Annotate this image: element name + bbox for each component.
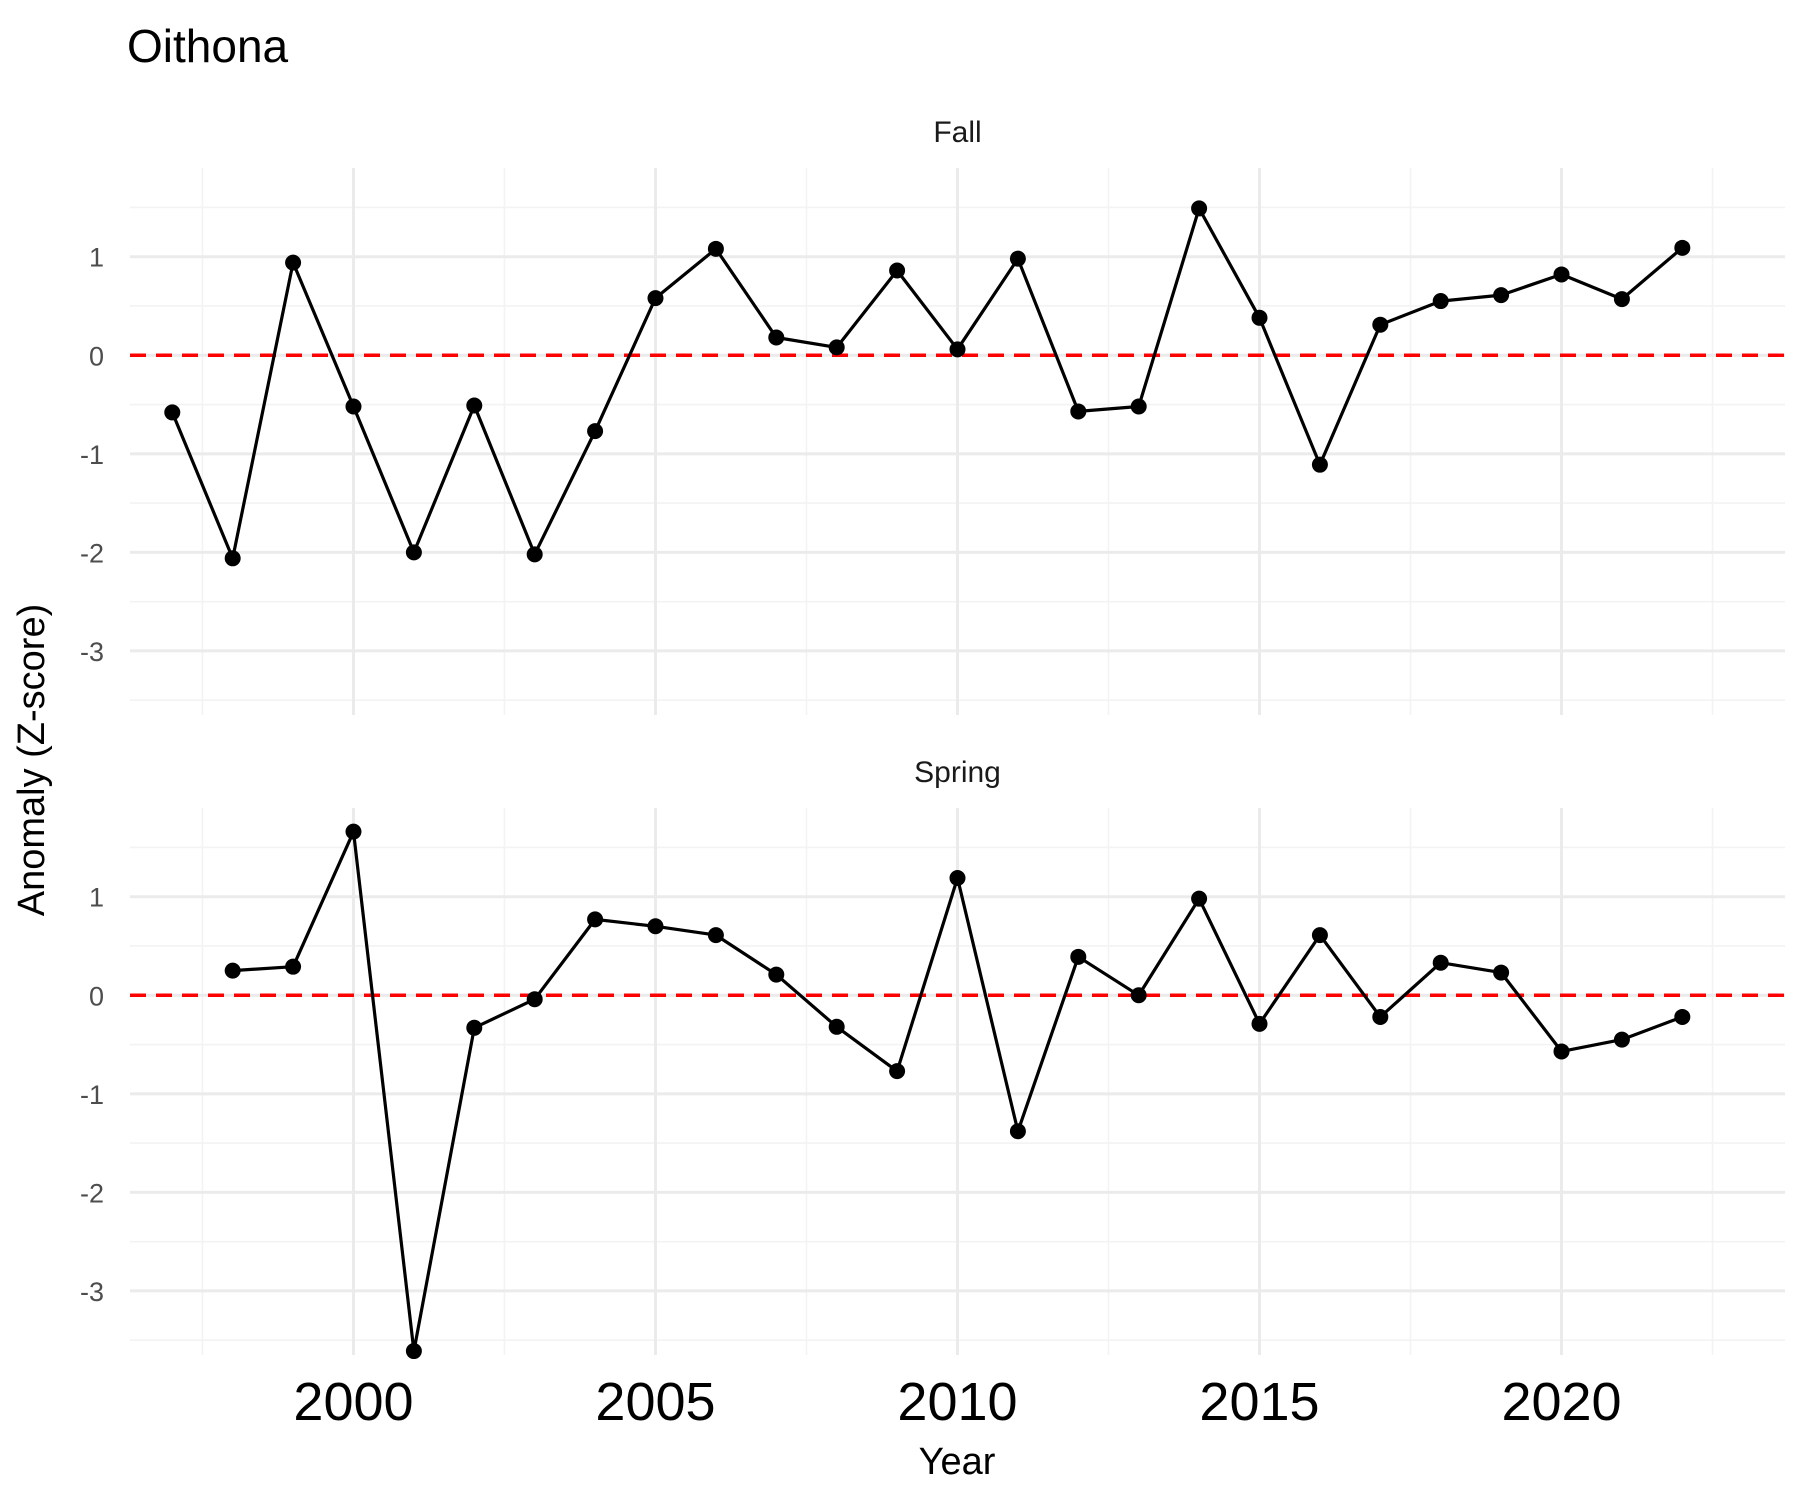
data-point (1251, 309, 1268, 326)
panels: Fall 1 0 -1 -2 -3 Spring 1 0 -1 -2 -3 (80, 116, 1785, 1360)
y-tick-label: 1 (89, 883, 104, 913)
data-point (707, 240, 724, 257)
data-point (949, 869, 966, 886)
data-point (1553, 266, 1570, 283)
data-point (1493, 287, 1510, 304)
data-point (1372, 316, 1389, 333)
panel-strip-label: Spring (914, 756, 1001, 789)
y-tick-label: -2 (80, 1178, 104, 1208)
data-point (1009, 1123, 1026, 1140)
data-point (1432, 293, 1449, 310)
data-point (224, 550, 241, 567)
y-tick-label: 0 (89, 981, 104, 1011)
data-point (1613, 291, 1630, 308)
y-tick-label: -1 (80, 1080, 104, 1110)
data-point (768, 329, 785, 346)
data-point (405, 1343, 422, 1360)
data-point (1130, 398, 1147, 415)
y-axis-label: Anomaly (Z-score) (11, 604, 53, 917)
data-point (889, 262, 906, 279)
data-point (1674, 239, 1691, 256)
data-point (345, 398, 362, 415)
x-tick-label: 2020 (1501, 1372, 1621, 1432)
data-point (466, 397, 483, 414)
y-tick-label: 0 (89, 341, 104, 371)
data-point (466, 1019, 483, 1036)
data-point (707, 927, 724, 944)
data-point (1191, 890, 1208, 907)
panel-fall: Fall 1 0 -1 -2 -3 (80, 116, 1785, 715)
series-line (170, 206, 1684, 560)
data-point (345, 823, 362, 840)
x-tick-label: 2000 (293, 1372, 413, 1432)
data-point (828, 1018, 845, 1035)
data-point (1070, 403, 1087, 420)
y-tick-label: -2 (80, 538, 104, 568)
data-point (1070, 948, 1087, 965)
data-point (526, 991, 543, 1008)
panel-spring: Spring 1 0 -1 -2 -3 (80, 756, 1785, 1360)
data-point (1372, 1008, 1389, 1025)
data-point (1311, 927, 1328, 944)
data-point (1613, 1031, 1630, 1048)
x-axis-ticks: 2000 2005 2010 2015 2020 (293, 1372, 1621, 1432)
x-axis-label: Year (919, 1441, 996, 1483)
x-tick-label: 2015 (1199, 1372, 1319, 1432)
panel-strip-label: Fall (933, 116, 981, 149)
x-tick-label: 2005 (595, 1372, 715, 1432)
data-point (1674, 1008, 1691, 1025)
data-point (1311, 456, 1328, 473)
data-point (828, 339, 845, 356)
y-tick-label: -3 (80, 637, 104, 667)
data-point (1009, 250, 1026, 267)
data-point (1432, 954, 1449, 971)
data-point (285, 958, 302, 975)
data-point (647, 918, 664, 935)
data-point (1493, 964, 1510, 981)
data-point (1251, 1015, 1268, 1032)
data-point (405, 544, 422, 561)
chart-title: Oithona (127, 20, 289, 72)
data-point (224, 962, 241, 979)
data-point (889, 1063, 906, 1080)
data-point (526, 546, 543, 563)
data-point (1553, 1043, 1570, 1060)
data-point (587, 423, 604, 440)
data-point (1130, 987, 1147, 1004)
data-point (768, 966, 785, 983)
data-point (949, 341, 966, 358)
x-tick-label: 2010 (897, 1372, 1017, 1432)
y-tick-label: -3 (80, 1277, 104, 1307)
y-tick-label: 1 (89, 243, 104, 273)
data-point (1191, 200, 1208, 217)
data-point (587, 911, 604, 928)
data-point (285, 254, 302, 271)
data-point (164, 404, 181, 421)
y-tick-label: -1 (80, 440, 104, 470)
data-point (647, 290, 664, 307)
